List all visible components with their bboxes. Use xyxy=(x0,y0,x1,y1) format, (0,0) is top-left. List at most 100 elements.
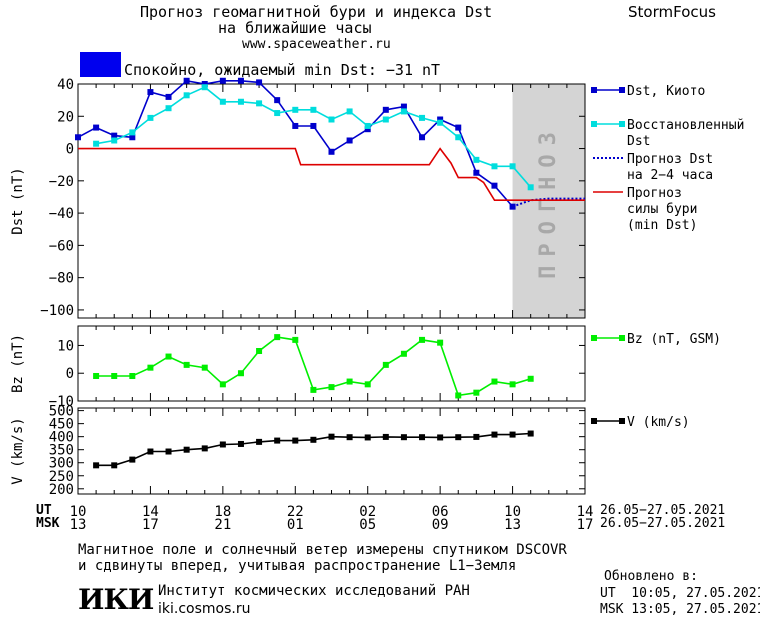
y-tick-label: 0 xyxy=(66,142,74,158)
legend-label: Dst, Киото xyxy=(627,84,705,99)
data-point xyxy=(473,169,480,176)
data-point xyxy=(147,364,154,371)
data-point xyxy=(419,434,426,441)
legend-label: Восстановленный Dst xyxy=(627,118,744,149)
data-point xyxy=(491,378,498,385)
y-tick-label: −40 xyxy=(49,206,74,222)
data-point xyxy=(346,108,353,115)
legend-label-line: V (km/s) xyxy=(627,415,690,430)
institute-url[interactable]: iki.cosmos.ru xyxy=(158,601,251,617)
legend-marker xyxy=(591,335,597,341)
data-point xyxy=(382,361,389,368)
series-line xyxy=(77,79,514,208)
data-point xyxy=(328,116,335,123)
legend-label-line: (min Dst) xyxy=(627,218,697,233)
data-point xyxy=(111,373,118,379)
updated-msk: MSK 13:05, 27.05.2021 xyxy=(600,602,760,617)
data-point xyxy=(328,384,335,391)
status-swatch xyxy=(80,52,121,77)
legend-marker xyxy=(619,418,625,424)
data-point xyxy=(183,361,190,368)
msk-tick-label: 21 xyxy=(214,517,231,533)
data-point xyxy=(75,134,81,141)
data-point xyxy=(93,373,100,379)
updated-ut: UT 10:05, 27.05.2021 xyxy=(600,586,760,601)
legend-label: Прогноз силы бури (min Dst) xyxy=(627,186,697,233)
msk-tick-label: 13 xyxy=(504,517,521,533)
y-tick-label: 400 xyxy=(49,430,74,446)
ut-tick-label: 10 xyxy=(70,504,87,520)
data-point xyxy=(328,433,335,440)
data-point xyxy=(219,381,226,388)
data-point xyxy=(437,119,444,126)
series-line xyxy=(95,86,532,188)
data-point xyxy=(382,106,389,113)
legend-marker xyxy=(591,418,597,424)
updated-label: Обновлено в: xyxy=(604,569,698,584)
y-tick-label: 500 xyxy=(49,404,74,420)
data-point xyxy=(346,378,353,385)
data-point xyxy=(292,122,299,129)
data-point xyxy=(437,116,444,123)
site-url[interactable]: www.spaceweather.ru xyxy=(242,37,391,52)
y-tick-label: 250 xyxy=(49,469,74,485)
ut-tick-label: 14 xyxy=(142,504,159,520)
data-point xyxy=(93,462,100,469)
ut-tick-label: 06 xyxy=(432,504,449,520)
series-line xyxy=(512,197,585,208)
data-point xyxy=(292,336,299,343)
data-point xyxy=(183,77,190,84)
data-point xyxy=(509,203,516,210)
y-tick-label: 0 xyxy=(66,366,74,382)
data-point xyxy=(183,446,190,453)
msk-tick-label: 13 xyxy=(70,517,87,533)
legend-marker xyxy=(619,87,625,93)
data-point xyxy=(219,441,226,448)
y-tick-label: −20 xyxy=(49,174,74,190)
msk-tick-label: 01 xyxy=(287,517,304,533)
legend-label-line: Bz (nT, GSM) xyxy=(627,332,721,347)
data-point xyxy=(491,163,498,170)
data-point xyxy=(292,437,299,444)
legend-label: Прогноз Dst на 2−4 часа xyxy=(627,152,713,183)
footer-note-line2: и сдвинуты вперед, учитывая распростране… xyxy=(78,558,517,574)
data-point xyxy=(419,114,426,121)
data-point xyxy=(129,134,136,141)
data-point xyxy=(437,339,444,346)
data-point xyxy=(455,134,462,141)
y-tick-label: −100 xyxy=(40,303,74,319)
data-point xyxy=(256,438,263,445)
data-point xyxy=(274,437,281,444)
legend-label: V (km/s) xyxy=(627,415,690,430)
data-point xyxy=(382,116,389,123)
data-point xyxy=(93,140,100,147)
legend-marker xyxy=(619,121,625,127)
data-point xyxy=(237,98,244,105)
data-point xyxy=(111,137,118,144)
data-point xyxy=(165,353,172,360)
data-point xyxy=(219,98,226,105)
legend-marker xyxy=(591,121,597,127)
legend-label-line: Восстановленный xyxy=(627,118,744,133)
ut-tick-label: 18 xyxy=(214,504,231,520)
data-point xyxy=(165,105,172,112)
data-point xyxy=(274,110,281,117)
data-point xyxy=(419,336,426,343)
data-point xyxy=(346,137,353,144)
data-point xyxy=(201,84,208,91)
y-tick-label: 450 xyxy=(49,417,74,433)
data-point xyxy=(491,182,498,189)
data-point xyxy=(310,436,317,443)
data-point xyxy=(473,389,480,396)
ut-tick-label: 22 xyxy=(287,504,304,520)
data-point xyxy=(400,434,407,441)
data-point xyxy=(346,434,353,441)
data-point xyxy=(364,122,371,129)
data-point xyxy=(129,129,136,136)
data-point xyxy=(364,381,371,388)
y-tick-label: −80 xyxy=(49,271,74,287)
data-point xyxy=(310,106,317,113)
ut-tick-label: 02 xyxy=(359,504,376,520)
y-tick-label: 350 xyxy=(49,443,74,459)
data-point xyxy=(165,93,172,100)
